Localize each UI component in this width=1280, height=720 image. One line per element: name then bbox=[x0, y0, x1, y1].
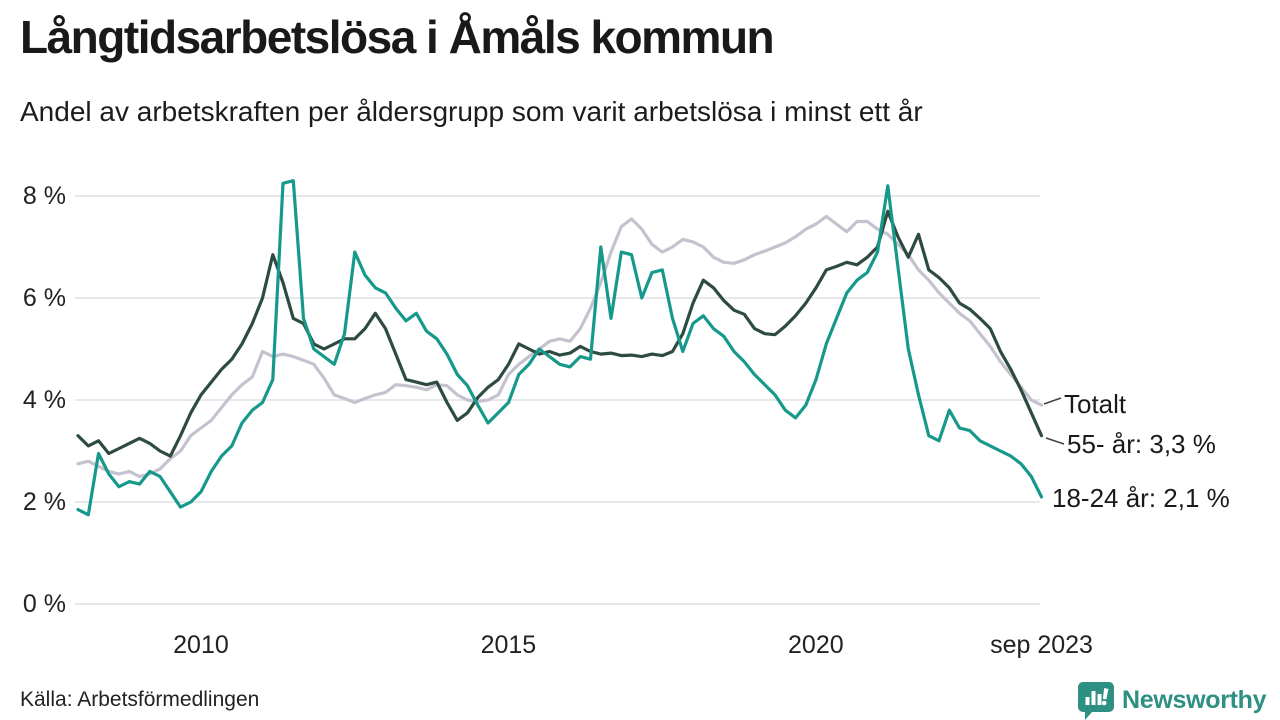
y-axis-tick-label: 4 % bbox=[22, 386, 66, 414]
label-connector-line bbox=[1045, 437, 1065, 445]
series-label-55-ar: 55- år: 3,3 % bbox=[1067, 429, 1216, 459]
series-line-18-24-r bbox=[76, 179, 1044, 517]
chart-subtitle: Andel av arbetskraften per åldersgrupp s… bbox=[20, 96, 923, 127]
y-axis-tick-label: 0 % bbox=[22, 590, 66, 618]
x-axis-tick-label: 2010 bbox=[173, 631, 229, 659]
label-connector-line bbox=[1043, 397, 1062, 405]
y-axis-tick-label: 8 % bbox=[22, 182, 66, 210]
newsworthy-logo-icon bbox=[1078, 682, 1114, 720]
newsworthy-logo-text: Newsworthy bbox=[1122, 686, 1267, 714]
y-axis-tick-label: 6 % bbox=[22, 284, 66, 312]
source-note: Källa: Arbetsförmedlingen bbox=[20, 688, 260, 711]
newsworthy-logo[interactable]: Newsworthy bbox=[1077, 681, 1267, 720]
x-axis-tick-label: 2020 bbox=[788, 631, 844, 659]
x-axis-tick-label: 2015 bbox=[480, 631, 537, 659]
series-label-totalt: Totalt bbox=[1064, 389, 1127, 419]
series-label-18-24-ar: 18-24 år: 2,1 % bbox=[1052, 483, 1230, 513]
y-axis-tick-label: 2 % bbox=[22, 488, 66, 516]
x-axis-tick-label: sep 2023 bbox=[990, 631, 1093, 659]
page-title: Långtidsarbetslösa i Åmåls kommun bbox=[20, 11, 775, 63]
